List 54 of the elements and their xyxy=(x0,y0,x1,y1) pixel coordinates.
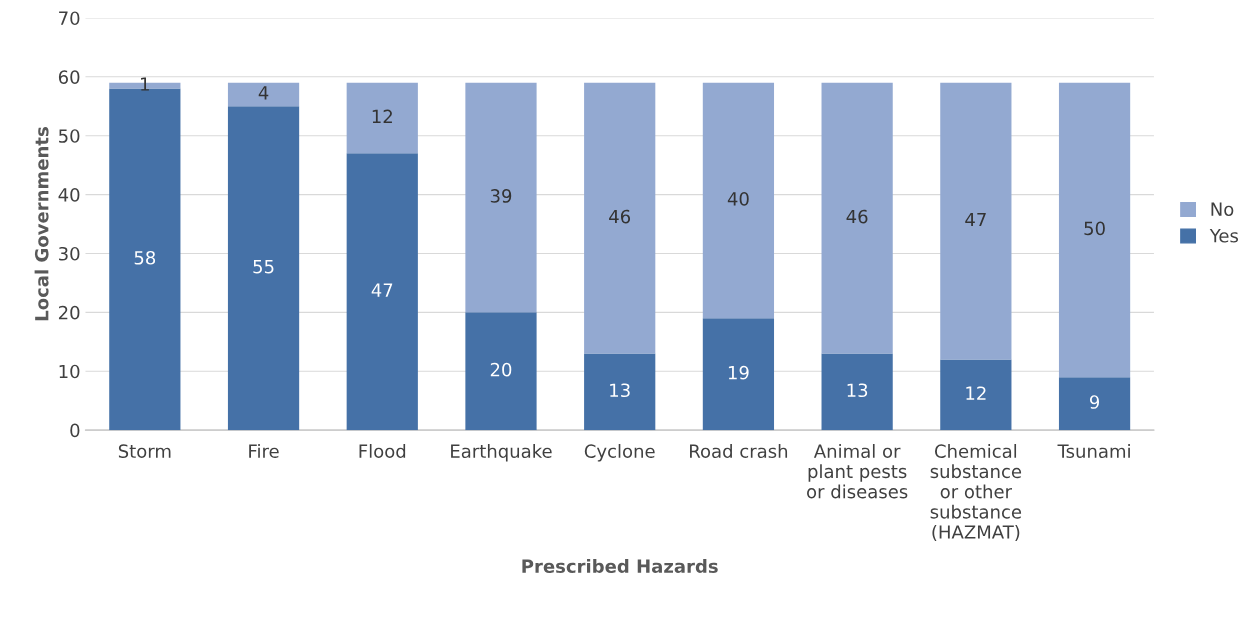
bar xyxy=(940,82,1012,360)
data-label: 50 xyxy=(1084,221,1105,236)
data-label: 58 xyxy=(134,250,156,265)
x-axis-title: Prescribed Hazards xyxy=(522,559,718,574)
bar xyxy=(346,82,418,154)
y-tick-label: 60 xyxy=(58,70,80,84)
data-label: 47 xyxy=(965,212,986,227)
data-label: 4 xyxy=(258,86,269,100)
x-tick-label: Tsunami xyxy=(1057,444,1130,458)
y-tick-label: 0 xyxy=(70,423,80,438)
bar xyxy=(465,82,537,313)
bar xyxy=(1058,82,1131,378)
legend-label: No xyxy=(1211,202,1234,217)
bar xyxy=(227,82,300,107)
bar xyxy=(821,353,893,431)
x-tick-label: Animal or plant pests or diseases xyxy=(807,444,908,499)
x-tick-label: Flood xyxy=(359,444,406,458)
legend-label: Yes xyxy=(1209,229,1239,243)
bar xyxy=(227,106,300,431)
bar xyxy=(940,359,1012,431)
y-tick-label: 70 xyxy=(59,11,80,26)
data-label: 47 xyxy=(371,283,393,297)
x-tick-label: Chemical substance or other substance (HAZMAT) xyxy=(930,444,1022,541)
x-tick-label: Road crash xyxy=(690,444,788,458)
y-tick-label: 40 xyxy=(58,188,80,202)
y-tick-label: 30 xyxy=(59,246,80,261)
bar xyxy=(821,82,893,354)
data-label: 9 xyxy=(1089,395,1100,409)
bar xyxy=(702,318,775,431)
bar xyxy=(584,82,656,354)
bar xyxy=(1058,377,1131,431)
data-label: 13 xyxy=(610,383,630,398)
x-tick-label: Storm xyxy=(118,444,171,458)
data-label: 55 xyxy=(253,260,274,274)
data-label: 46 xyxy=(609,209,631,224)
bar xyxy=(346,153,418,431)
x-tick-label: Fire xyxy=(249,444,279,458)
x-tick-label: Cyclone xyxy=(584,444,655,462)
y-tick-label: 10 xyxy=(59,364,80,379)
data-label: 13 xyxy=(847,383,868,398)
data-label: 46 xyxy=(846,209,868,224)
data-label: 12 xyxy=(372,109,392,124)
data-label: 12 xyxy=(966,386,986,400)
data-label: 39 xyxy=(490,189,512,203)
data-label: 20 xyxy=(490,362,512,377)
y-tick-label: 50 xyxy=(59,129,80,143)
bar xyxy=(584,353,656,431)
y-axis-title: Local Governments xyxy=(34,127,49,321)
y-tick-label: 20 xyxy=(58,305,80,320)
data-label: 40 xyxy=(727,192,749,206)
bar xyxy=(702,82,775,319)
x-tick-label: Earthquake xyxy=(451,444,552,462)
bar xyxy=(465,312,537,431)
data-label: 19 xyxy=(728,365,749,380)
